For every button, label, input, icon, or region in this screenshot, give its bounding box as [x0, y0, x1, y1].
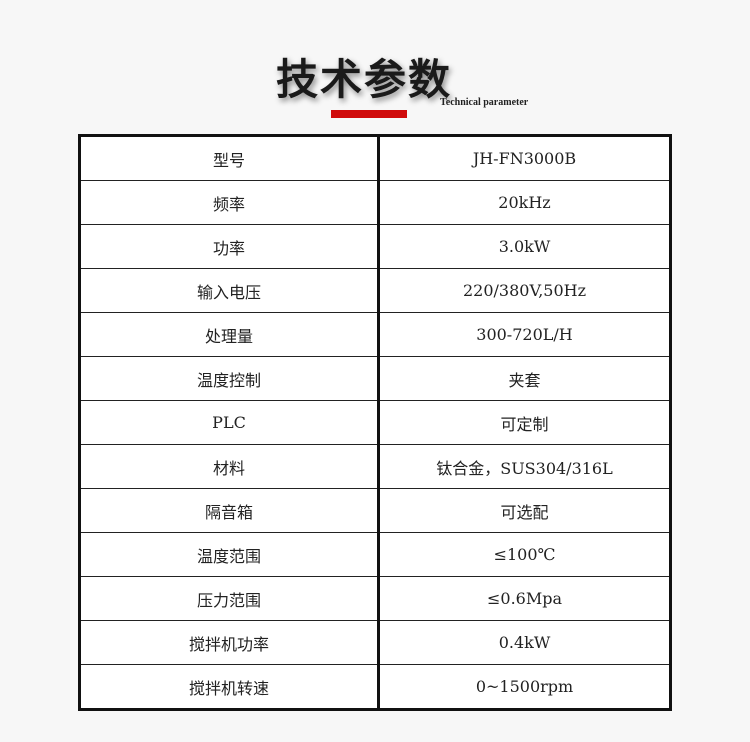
spec-label: 功率: [79, 224, 380, 269]
page-title: 技术参数: [276, 55, 453, 104]
spec-value: 0~1500rpm: [378, 664, 671, 710]
spec-label: 搅拌机功率: [79, 620, 380, 665]
spec-label: 温度范围: [79, 532, 380, 577]
spec-value: 20kHz: [378, 180, 671, 225]
spec-value: 220/380V,50Hz: [378, 268, 671, 313]
spec-value: 0.4kW: [378, 620, 671, 665]
table-row: 压力范围 ≤0.6Mpa: [79, 576, 671, 621]
spec-label: 型号: [79, 135, 380, 181]
spec-value: 夹套: [378, 356, 671, 401]
table-row: 搅拌机功率 0.4kW: [79, 620, 671, 665]
spec-label: 搅拌机转速: [79, 664, 380, 710]
spec-label: 输入电压: [79, 268, 380, 313]
spec-label: 频率: [79, 180, 380, 225]
title-underline: [331, 110, 407, 118]
spec-value: 可选配: [378, 488, 671, 533]
spec-label: 处理量: [79, 312, 380, 357]
table-row: 隔音箱 可选配: [79, 488, 671, 533]
table-row: 温度范围 ≤100℃: [79, 532, 671, 577]
table-row: 输入电压 220/380V,50Hz: [79, 268, 671, 313]
spec-label: 隔音箱: [79, 488, 380, 533]
spec-value: 3.0kW: [378, 224, 671, 269]
table-row: 材料 钛合金，SUS304/316L: [79, 444, 671, 489]
table-row: 搅拌机转速 0~1500rpm: [79, 664, 671, 710]
spec-label: 材料: [79, 444, 380, 489]
spec-value: 可定制: [378, 400, 671, 445]
spec-value: JH-FN3000B: [472, 149, 577, 168]
spec-value: 300-720L/H: [378, 312, 671, 357]
spec-label: 温度控制: [79, 356, 380, 401]
spec-value: ≤100℃: [378, 532, 671, 577]
spec-label: PLC: [79, 400, 380, 445]
table-row: 型号 JH-FN3000B: [79, 135, 671, 181]
table-row: 温度控制 夹套: [79, 356, 671, 401]
table-row: 处理量 300-720L/H: [79, 312, 671, 357]
spec-label: 压力范围: [79, 576, 380, 621]
table-row: PLC 可定制: [79, 400, 671, 445]
page-subtitle: Technical parameter: [440, 97, 529, 108]
table-row: 功率 3.0kW: [79, 224, 671, 269]
spec-table: 型号 JH-FN3000B 频率 20kHz 功率 3.0kW 输入电压 220/380V,5…: [78, 134, 672, 711]
table-row: 频率 20kHz: [79, 180, 671, 225]
spec-value: ≤0.6Mpa: [378, 576, 671, 621]
spec-value: 钛合金，SUS304/316L: [378, 444, 671, 489]
